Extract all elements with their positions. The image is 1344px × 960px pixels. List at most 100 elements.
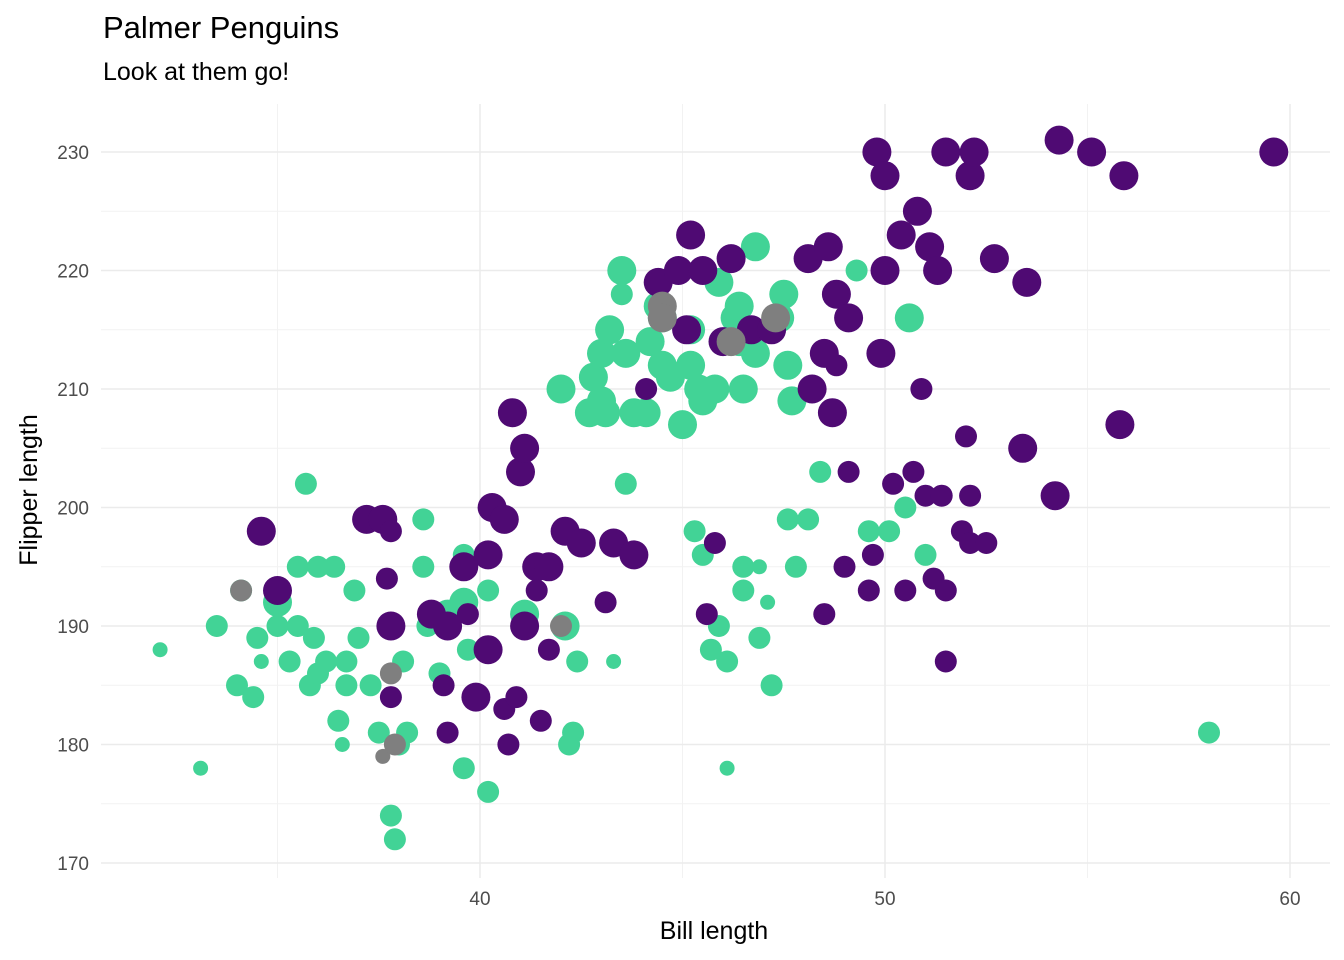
data-point (797, 508, 820, 531)
data-point (751, 559, 767, 575)
data-point (894, 303, 924, 333)
data-point (845, 259, 868, 282)
data-point (412, 508, 435, 531)
minor-gridlines (101, 104, 1330, 878)
data-point (412, 555, 435, 578)
data-point (506, 457, 535, 487)
data-point (837, 460, 860, 483)
data-point (955, 425, 977, 448)
data-point (263, 576, 292, 605)
data-point (861, 543, 884, 566)
data-point (914, 484, 937, 507)
data-point (367, 721, 390, 744)
data-point (286, 555, 309, 578)
data-point (449, 552, 479, 582)
data-point (1012, 267, 1042, 297)
data-point (594, 591, 617, 614)
data-point (672, 315, 702, 345)
data-point (1105, 410, 1135, 440)
data-point (809, 460, 832, 483)
data-point (253, 654, 269, 669)
data-point (242, 686, 265, 709)
data-point (606, 654, 622, 669)
data-point (610, 283, 633, 306)
data-point (473, 540, 503, 570)
data-point (676, 350, 706, 380)
data-points (152, 125, 1289, 851)
data-point (773, 350, 803, 380)
data-point (379, 520, 402, 543)
data-point (740, 232, 770, 262)
data-point (246, 626, 269, 649)
data-point (534, 552, 564, 582)
y-tick-label: 170 (57, 854, 89, 875)
data-point (477, 579, 500, 602)
data-point (915, 232, 945, 262)
data-point (676, 220, 706, 250)
data-point (769, 279, 799, 309)
data-point (302, 626, 325, 649)
data-point (473, 635, 503, 665)
chart-subtitle: Look at them go! (103, 58, 290, 86)
data-point (668, 410, 697, 440)
data-point (152, 642, 168, 658)
data-point (923, 256, 953, 285)
data-point (379, 804, 402, 827)
y-tick-label: 210 (57, 380, 89, 401)
y-axis-ticks: 170 180 190 200 210 220 230 (57, 143, 89, 875)
x-tick-label: 50 (874, 889, 895, 910)
data-point (663, 256, 693, 285)
data-point (914, 543, 937, 566)
data-point (716, 327, 746, 357)
data-point (635, 378, 658, 400)
data-point (728, 374, 758, 404)
data-point (432, 674, 455, 697)
data-point (1077, 137, 1107, 167)
data-point (821, 279, 851, 309)
data-point (510, 611, 540, 641)
data-point (456, 638, 479, 661)
data-point (315, 650, 338, 673)
data-point (614, 472, 637, 495)
data-point (635, 327, 665, 357)
data-point (375, 567, 398, 590)
data-point (894, 579, 917, 602)
data-point (716, 244, 746, 274)
data-point (266, 615, 289, 637)
data-point (587, 338, 616, 368)
data-point (886, 220, 916, 250)
x-axis-title: Bill length (660, 917, 768, 945)
data-point (379, 662, 402, 685)
y-tick-label: 180 (57, 736, 89, 757)
data-point (979, 244, 1009, 274)
data-point (619, 540, 649, 570)
y-tick-label: 230 (57, 143, 89, 164)
data-point (383, 828, 406, 851)
data-point (489, 504, 519, 534)
data-point (1198, 721, 1220, 744)
data-point (862, 137, 892, 167)
data-point (813, 603, 836, 626)
data-point (452, 757, 475, 780)
data-point (699, 638, 722, 661)
data-point (578, 362, 608, 392)
data-point (910, 378, 933, 400)
data-point (748, 626, 771, 649)
data-point (797, 374, 827, 404)
data-point (335, 650, 358, 673)
data-point (226, 674, 248, 697)
data-point (286, 615, 309, 637)
data-point (591, 398, 621, 428)
data-point (870, 256, 900, 285)
data-point (834, 303, 864, 333)
data-point (934, 650, 957, 673)
data-point (383, 733, 406, 756)
x-tick-label: 60 (1279, 889, 1300, 910)
data-point (347, 626, 370, 649)
data-point (825, 354, 848, 377)
data-point (857, 520, 880, 543)
data-point (193, 760, 209, 776)
data-point (497, 733, 520, 756)
data-point (456, 603, 479, 626)
